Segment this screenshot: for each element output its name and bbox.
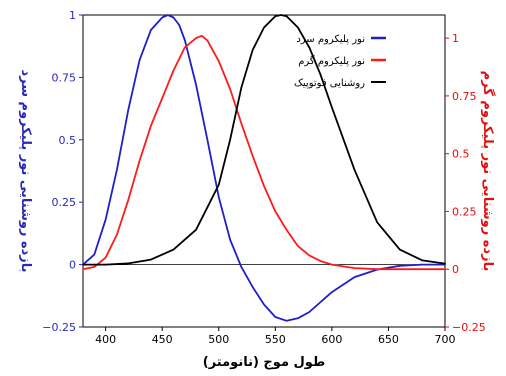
x-axis-label: طول موج (نانومتر) bbox=[203, 355, 325, 370]
photopic-series-line bbox=[82, 14, 446, 266]
x-tick-label: 500 bbox=[208, 333, 229, 346]
x-tick-label: 650 bbox=[378, 333, 399, 346]
x-axis: 400 450 500 550 600 650 700 bbox=[95, 327, 456, 346]
y-left-tick-label: 0.5 bbox=[59, 134, 77, 147]
y-right-tick-label: 0.75 bbox=[452, 90, 477, 103]
warm-series-line bbox=[82, 34, 446, 271]
x-tick-label: 700 bbox=[435, 333, 456, 346]
y-right-tick-label: 0.25 bbox=[452, 205, 477, 218]
plot-area bbox=[82, 14, 446, 328]
y-axis-left: −0.25 0 0.25 0.5 0.75 1 bbox=[42, 9, 83, 334]
legend-label-warm: نور پلیکروم گرم bbox=[298, 55, 365, 67]
y-right-tick-label: 0 bbox=[452, 263, 459, 276]
y-axis-left-label: بازده روشنایی نور پلیکروم سرد bbox=[18, 69, 33, 272]
y-axis-right: −0.25 0 0.25 0.5 0.75 1 bbox=[445, 32, 486, 334]
y-right-tick-label: 0.5 bbox=[452, 148, 470, 161]
series-layer bbox=[82, 14, 446, 322]
legend-label-photopic: روشنایی فوتوپیک bbox=[294, 78, 365, 89]
legend: نور پلیکروم سرد نور پلیکروم گرم روشنایی … bbox=[294, 34, 386, 89]
x-tick-label: 400 bbox=[95, 333, 116, 346]
y-left-tick-label: 0 bbox=[69, 259, 76, 272]
x-tick-label: 600 bbox=[321, 333, 342, 346]
y-left-tick-label: 1 bbox=[69, 9, 76, 22]
cold-series-line bbox=[82, 14, 446, 322]
y-right-tick-label: −0.25 bbox=[452, 321, 486, 334]
y-right-tick-label: 1 bbox=[452, 32, 459, 45]
y-left-tick-label: 0.75 bbox=[52, 71, 77, 84]
legend-label-cold: نور پلیکروم سرد bbox=[296, 34, 365, 45]
x-tick-label: 450 bbox=[152, 333, 173, 346]
y-left-tick-label: −0.25 bbox=[42, 321, 76, 334]
x-tick-label: 550 bbox=[265, 333, 286, 346]
y-left-tick-label: 0.25 bbox=[52, 196, 77, 209]
plot-frame bbox=[82, 14, 446, 328]
y-axis-right-label: بازده روشنایی نور پلیکروم گرم bbox=[480, 71, 496, 272]
